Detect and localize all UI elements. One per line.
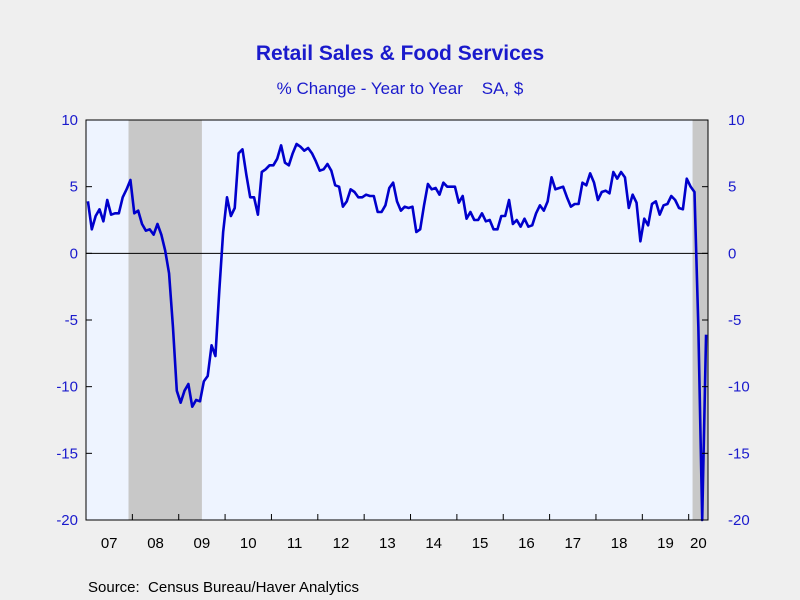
y-tick-label-right: -20 bbox=[728, 512, 750, 529]
x-tick-label: 14 bbox=[425, 535, 442, 552]
x-axis: 07 08 09 10 11 12 13 14 15 16 17 18 19 20 bbox=[101, 535, 707, 552]
chart-title: Retail Sales & Food Services bbox=[256, 42, 544, 65]
y-axis-left: 10 5 0 -5 -10 -15 -20 bbox=[56, 112, 78, 529]
x-tick-label: 08 bbox=[147, 535, 164, 552]
y-tick-label-left: 0 bbox=[70, 245, 78, 262]
y-tick-label-left: -20 bbox=[56, 512, 78, 529]
recession-shading bbox=[128, 120, 708, 520]
y-tick-label-left: -10 bbox=[56, 379, 78, 396]
y-tick-label-left: 10 bbox=[61, 112, 78, 129]
y-tick-label-left: 5 bbox=[70, 179, 78, 196]
y-tick-label-right: -15 bbox=[728, 445, 750, 462]
x-tick-label: 10 bbox=[240, 535, 257, 552]
source-note: Source: Census Bureau/Haver Analytics bbox=[88, 579, 359, 596]
recession-band-1 bbox=[128, 120, 202, 520]
x-tick-label: 13 bbox=[379, 535, 396, 552]
x-tick-label: 19 bbox=[657, 535, 674, 552]
y-tick-label-right: -10 bbox=[728, 379, 750, 396]
x-tick-label: 11 bbox=[287, 535, 303, 552]
y-tick-label-left: -5 bbox=[65, 312, 78, 329]
series-line bbox=[86, 142, 708, 522]
y-tick-label-left: -15 bbox=[56, 445, 78, 462]
y-tick-label-right: 10 bbox=[728, 112, 745, 129]
axis-ticks bbox=[86, 119, 708, 521]
chart-subtitle: % Change - Year to Year SA, $ bbox=[277, 79, 524, 98]
y-tick-label-right: -5 bbox=[728, 312, 741, 329]
y-tick-label-right: 5 bbox=[728, 179, 736, 196]
x-tick-label: 09 bbox=[194, 535, 211, 552]
x-tick-label: 12 bbox=[333, 535, 350, 552]
x-tick-label: 15 bbox=[472, 535, 489, 552]
x-tick-label: 20 bbox=[690, 535, 707, 552]
x-tick-label: 16 bbox=[518, 535, 535, 552]
y-tick-label-right: 0 bbox=[728, 245, 736, 262]
y-axis-right: 10 5 0 -5 -10 -15 -20 bbox=[728, 112, 750, 529]
x-tick-label: 07 bbox=[101, 535, 118, 552]
x-tick-label: 18 bbox=[611, 535, 628, 552]
x-tick-label: 17 bbox=[564, 535, 581, 552]
